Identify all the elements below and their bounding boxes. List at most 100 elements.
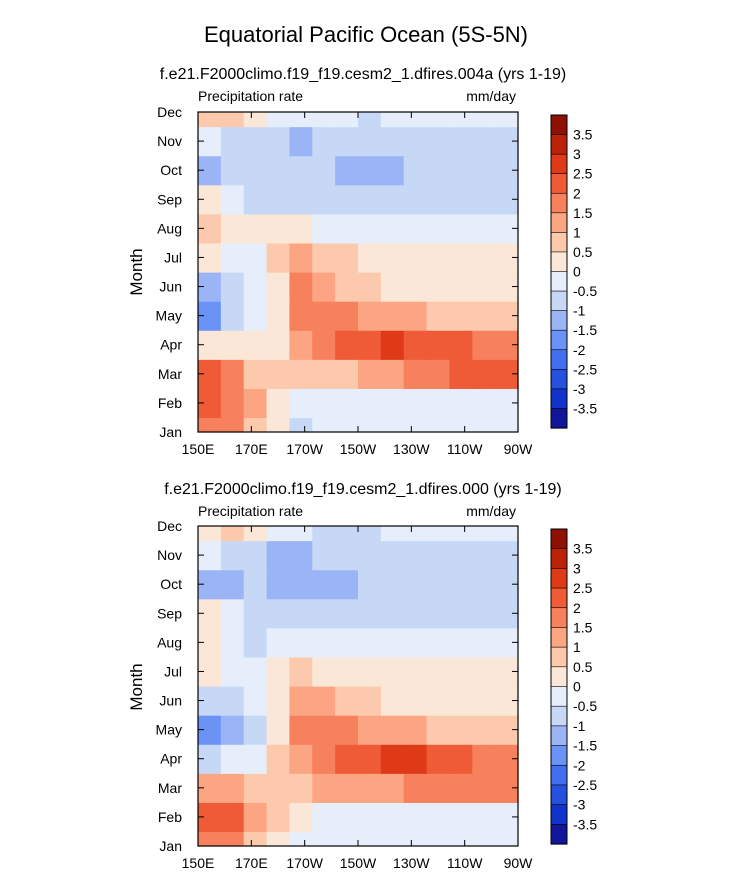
colorbar-label: 0.5 — [573, 244, 593, 260]
heatmap-cell — [495, 526, 519, 542]
colorbar-label: -2 — [573, 757, 586, 773]
colorbar-label: -2 — [573, 342, 586, 358]
colorbar-segment — [550, 408, 568, 429]
heatmap-cell — [403, 744, 428, 774]
heatmap-cell — [243, 569, 268, 600]
heatmap-cell — [220, 598, 245, 629]
heatmap-cell — [220, 301, 245, 331]
heatmap-cell — [426, 773, 451, 803]
heatmap-cell — [198, 388, 222, 419]
heatmap-cell — [289, 627, 313, 658]
heatmap-cell — [472, 627, 496, 658]
heatmap-cell — [449, 112, 473, 128]
y-tick-label: Aug — [157, 634, 182, 650]
heatmap-cell — [449, 213, 473, 244]
heatmap-cell — [289, 802, 313, 833]
heatmap-cell — [312, 831, 336, 847]
heatmap-cell — [243, 831, 268, 847]
heatmap-cell — [289, 155, 313, 186]
y-tick-label: May — [156, 722, 182, 738]
y-tick-label: Jan — [159, 424, 182, 440]
heatmap-cell — [426, 112, 451, 128]
heatmap-cell — [403, 388, 428, 419]
heatmap-cell — [358, 388, 382, 419]
heatmap-cell — [220, 126, 245, 157]
colorbar-segment — [550, 251, 568, 273]
heatmap-cell — [198, 802, 222, 833]
heatmap-cell — [403, 301, 428, 331]
heatmap-cell — [495, 744, 519, 774]
units-label: mm/day — [466, 88, 516, 104]
heatmap-cell — [243, 112, 268, 128]
heatmap-cell — [312, 773, 336, 803]
panel-top: f.e21.F2000climo.f19_f19.cesm2_1.dfires.… — [127, 66, 597, 457]
heatmap-cell — [220, 656, 245, 687]
colorbar-segment — [550, 528, 568, 550]
heatmap-cell — [243, 627, 268, 658]
y-tick-label: Jun — [159, 693, 182, 709]
heatmap-cell — [426, 715, 451, 745]
heatmap-cell — [289, 686, 313, 716]
colorbar-label: -2.5 — [573, 361, 597, 377]
axes: Jan Feb Mar Apr May Jun Jul Aug Sep Oct Nov Dec 150E… — [156, 518, 534, 871]
colorbar-label: 3.5 — [573, 541, 593, 557]
colorbar-segment — [550, 290, 568, 312]
heatmap-cell — [243, 301, 268, 331]
y-tick-label: Nov — [157, 133, 182, 149]
colorbar-segment — [550, 666, 568, 688]
heatmap-cell — [358, 656, 382, 687]
heatmap-cell — [449, 330, 473, 360]
heatmap-cell — [266, 330, 291, 360]
colorbar-label: 1 — [573, 639, 581, 655]
y-tick-label: Nov — [157, 547, 182, 563]
heatmap-cell — [198, 213, 222, 244]
heatmap-cell — [358, 184, 382, 215]
heatmap-cell — [266, 686, 291, 716]
heatmap-cell — [243, 540, 268, 571]
heatmap-cell — [198, 598, 222, 629]
heatmap-cell — [449, 388, 473, 419]
heatmap-cell — [289, 526, 313, 542]
heatmap-cell — [449, 744, 473, 774]
heatmap-cell — [449, 831, 473, 847]
heatmap-cell — [449, 802, 473, 833]
x-tick-label: 110W — [447, 441, 483, 457]
heatmap-cell — [243, 598, 268, 629]
heatmap-cell — [449, 627, 473, 658]
heatmap-cell — [312, 213, 336, 244]
heatmap-plot — [198, 526, 519, 847]
heatmap-cell — [289, 540, 313, 571]
heatmap-cell — [266, 184, 291, 215]
heatmap-cell — [449, 155, 473, 186]
heatmap-cell — [289, 112, 313, 128]
heatmap-cell — [449, 715, 473, 745]
heatmap-cell — [358, 802, 382, 833]
heatmap-cell — [220, 715, 245, 745]
heatmap-cell — [198, 272, 222, 302]
heatmap-cell — [243, 184, 268, 215]
heatmap-cell — [312, 526, 336, 542]
heatmap-cell — [449, 301, 473, 331]
heatmap-cell — [198, 773, 222, 803]
heatmap-cell — [495, 627, 519, 658]
colorbar-segment — [550, 134, 568, 155]
heatmap-cell — [335, 598, 359, 629]
heatmap-cell — [449, 598, 473, 629]
heatmap-cell — [380, 155, 405, 186]
colorbar-label: 2.5 — [573, 580, 593, 596]
colorbar-segment — [550, 646, 568, 668]
heatmap-cell — [449, 773, 473, 803]
x-tick-label: 150E — [182, 441, 215, 457]
heatmap-cell — [472, 301, 496, 331]
heatmap-cell — [380, 627, 405, 658]
heatmap-cell — [495, 126, 519, 157]
heatmap-cell — [472, 831, 496, 847]
heatmap-cell — [380, 184, 405, 215]
heatmap-cell — [198, 686, 222, 716]
heatmap-cell — [289, 388, 313, 419]
heatmap-cell — [266, 656, 291, 687]
heatmap-cell — [335, 126, 359, 157]
heatmap-cell — [220, 627, 245, 658]
heatmap-cell — [312, 569, 336, 600]
